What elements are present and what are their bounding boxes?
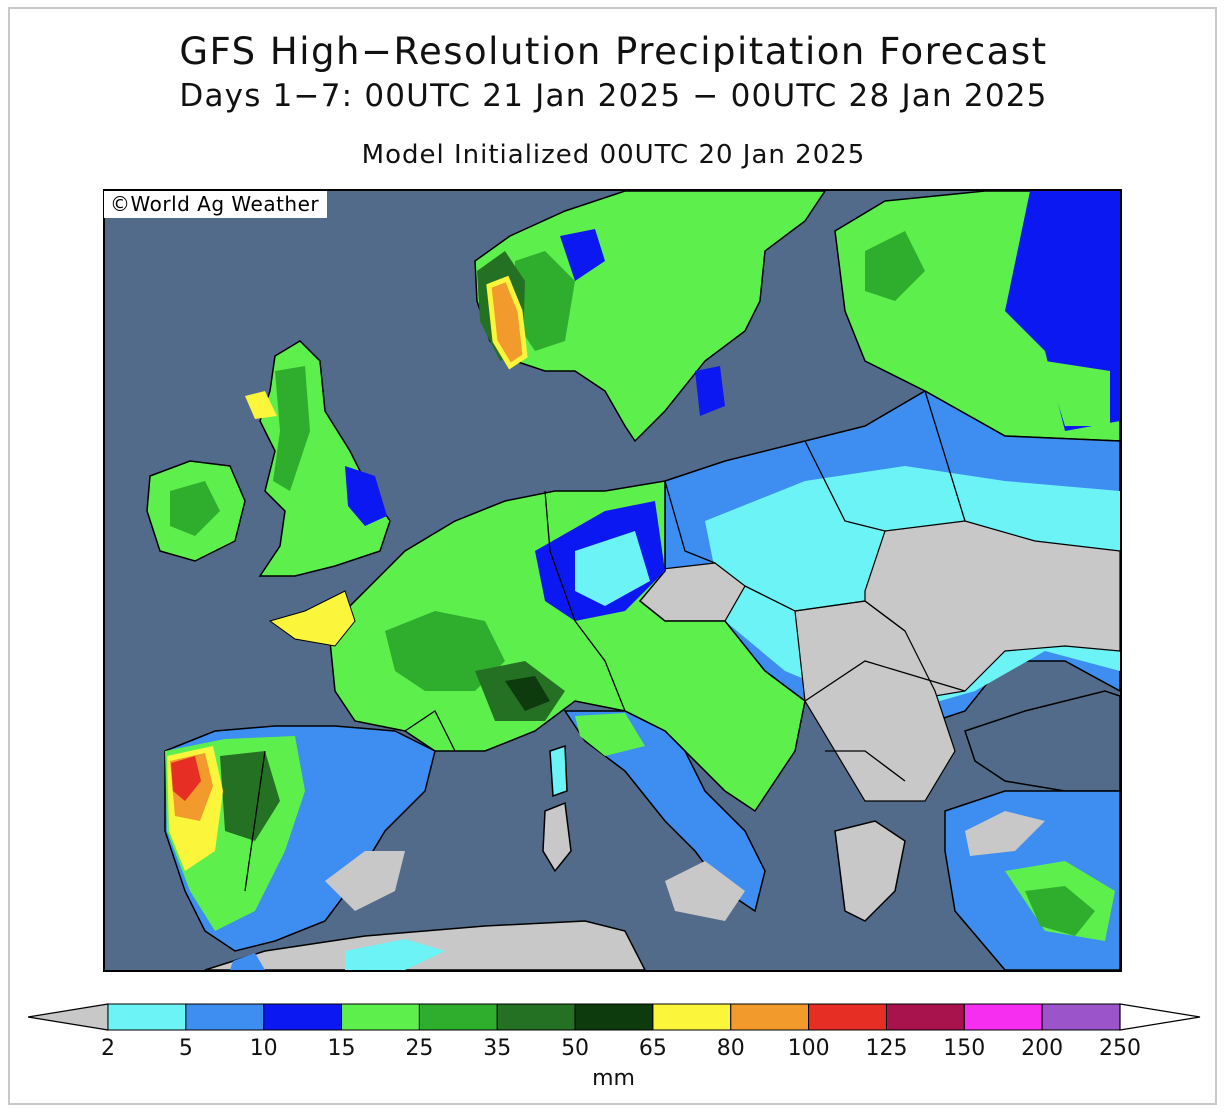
zone-ireland-heavy [170,481,220,536]
zone-turkey-darkgreen [1025,886,1095,936]
legend-below-arrow [28,1003,109,1031]
legend-tick-100: 100 [787,1036,830,1061]
zone-portugal-red [171,756,201,801]
map-canvas [146,191,1120,970]
zone-turkey-dry [965,811,1045,856]
zone-scotland-yellow [245,391,277,419]
color-scale-unit: mm [592,1066,635,1091]
color-scale-bar [28,1003,1201,1031]
land-sardinia [542,801,572,873]
legend-tick-125: 125 [865,1036,908,1061]
zone-africa-cyan [345,939,445,970]
precipitation-map [103,189,1122,972]
legend-tick-25: 25 [405,1036,434,1061]
legend-tick-2: 2 [101,1036,115,1061]
zone-iberia-heavy [220,751,280,841]
zone-england-blue [345,466,387,526]
land-scandinavia [474,191,826,443]
zone-sweden-blue [560,229,605,281]
legend-tick-65: 65 [638,1036,667,1061]
legend-tick-50: 50 [561,1036,590,1061]
copyright-label: ©World Ag Weather [104,191,328,218]
legend-tick-10: 10 [249,1036,278,1061]
legend-tick-5: 5 [178,1036,193,1061]
legend-tick-80: 80 [716,1036,745,1061]
legend-tick-35: 35 [483,1036,512,1061]
zone-sweden-blue2 [695,366,725,416]
model-initialized: Model Initialized 00UTC 20 Jan 2025 [361,140,866,170]
zone-spain-dry [325,851,405,911]
zone-italy-green [575,713,645,756]
zone-scandinavia-heavy [515,251,575,351]
zone-norway-orange [486,275,528,370]
forecast-period: Days 1−7: 00UTC 21 Jan 2025 − 00UTC 28 J… [179,78,1048,114]
legend-bin-5 [185,1003,265,1031]
zone-russia-green [1045,361,1110,426]
legend-tick-250: 250 [1099,1036,1141,1061]
zone-finland-heavy [865,231,925,301]
land-corsica [549,744,568,798]
legend-bin-65 [652,1003,732,1031]
legend-tick-150: 150 [943,1036,986,1061]
legend-bin-100 [808,1003,887,1031]
land-italy [563,710,766,913]
zone-germany-cyan [575,531,650,606]
zone-alps-darkest [505,676,550,711]
map-title: GFS High−Resolution Precipitation Foreca… [179,30,1048,73]
legend-tick-200: 200 [1021,1036,1064,1061]
legend-bin-125 [885,1003,965,1031]
legend-bin-200 [1041,1003,1121,1031]
zone-italy-dry [665,861,745,921]
zone-britain-heavy [273,366,310,491]
legend-above-arrow [1119,1003,1201,1031]
legend-bin-10 [263,1003,343,1031]
zone-africa-blue [230,953,265,970]
land-western-europe [329,480,806,813]
legend-bin-35 [496,1003,576,1031]
land-greece [834,820,906,922]
legend-bin-80 [730,1003,810,1031]
legend-bin-15 [341,1003,420,1031]
legend-bin-2 [107,1003,187,1031]
legend-tick-15: 15 [327,1036,356,1061]
zone-normandy-yellow [268,590,356,647]
color-scale-ticks: 2 5 10 15 25 35 50 65 80 100 125 150 200 250 [0,1036,1227,1066]
country-borders [244,390,966,892]
legend-bin-150 [963,1003,1043,1031]
legend-bin-50 [574,1003,654,1031]
legend-bin-25 [418,1003,498,1031]
water-black-sea [964,690,1120,792]
